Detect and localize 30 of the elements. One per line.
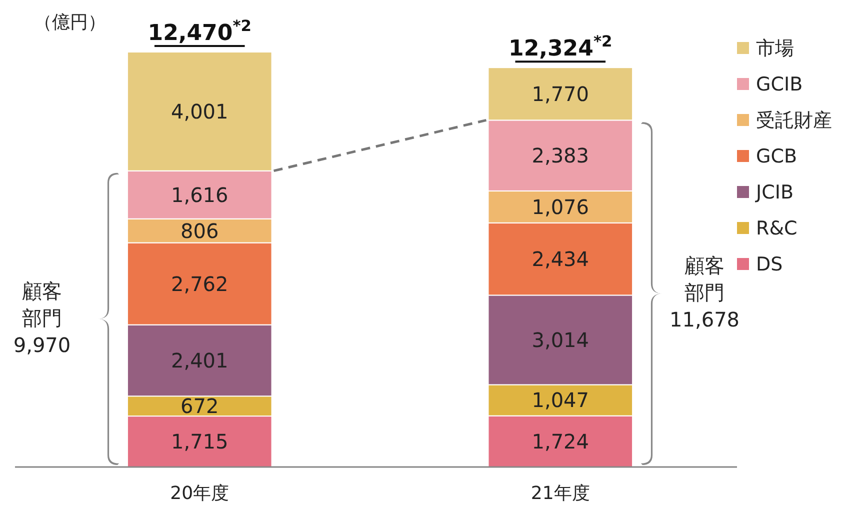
x-tick-label: 20年度 <box>170 483 230 504</box>
x-tick-label: 21年度 <box>530 483 590 504</box>
data-label: 1,715 <box>170 430 228 454</box>
data-label: 2,762 <box>170 272 228 296</box>
legend-label: GCIB <box>756 74 803 96</box>
data-label: 1,724 <box>532 429 590 454</box>
legend-label: 受託財産 <box>756 110 832 132</box>
annotation: 顧客部門 <box>22 278 62 330</box>
annotation: 顧客部門 <box>684 254 725 305</box>
total-label: 12,324$^{*2}$ <box>508 32 612 62</box>
data-label: 1,047 <box>532 388 590 412</box>
annotation: 9,970 <box>13 332 71 357</box>
data-label: 2,434 <box>532 247 590 272</box>
data-label: 3,014 <box>532 328 590 352</box>
legend-label: 市場 <box>756 38 794 60</box>
legend-label: JCIB <box>755 182 794 204</box>
annotation: 11,678 <box>670 308 740 332</box>
data-label: 1,770 <box>532 82 590 106</box>
data-label: 2,383 <box>532 144 590 168</box>
data-label: 2,401 <box>170 348 228 372</box>
data-label: 1,076 <box>532 194 590 219</box>
data-label: 806 <box>180 218 219 243</box>
legend-label: DS <box>756 254 783 276</box>
total-label: 12,470$^{*2}$ <box>148 17 252 46</box>
data-label: 1,616 <box>170 182 228 207</box>
data-label: 4,001 <box>170 99 228 124</box>
legend-label: R&C <box>756 218 798 240</box>
legend-label: GCB <box>756 146 798 168</box>
text: （億円） <box>34 12 106 33</box>
data-label: 672 <box>180 394 219 418</box>
